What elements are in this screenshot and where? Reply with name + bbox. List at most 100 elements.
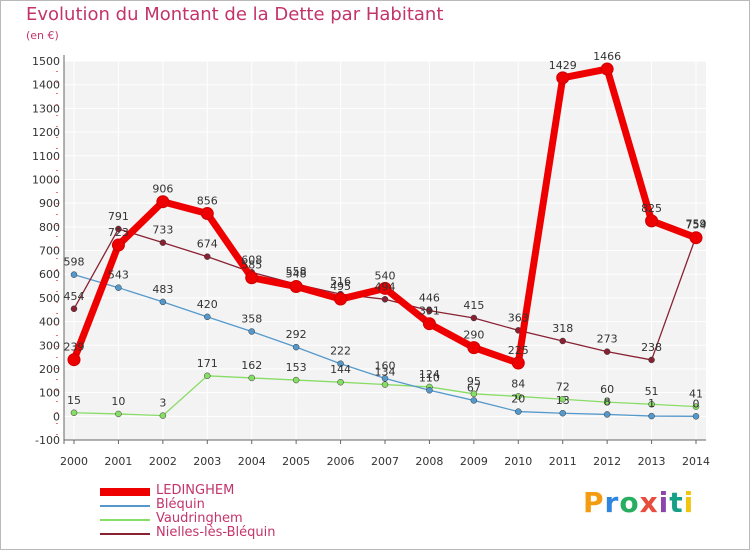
data-point xyxy=(511,356,525,370)
y-tick-label: 200 xyxy=(39,363,60,376)
data-point xyxy=(334,292,348,306)
logo-letter: P xyxy=(583,486,605,519)
data-point xyxy=(689,231,703,245)
data-label: 585 xyxy=(241,259,262,272)
data-label: 153 xyxy=(286,361,307,374)
data-point xyxy=(248,374,255,382)
data-label: 483 xyxy=(152,283,173,296)
data-label: 95 xyxy=(467,375,481,388)
data-point xyxy=(381,381,389,388)
x-tick-label: 2012 xyxy=(593,455,621,468)
data-label: 134 xyxy=(375,366,396,379)
y-tick-label: -100 xyxy=(35,434,60,447)
y-tick-label: 800 xyxy=(39,221,60,234)
y-tick-label: 100 xyxy=(39,387,60,400)
logo-letter: x xyxy=(639,486,659,519)
data-point xyxy=(422,317,436,331)
x-tick-label: 2014 xyxy=(682,455,710,468)
data-label: 1466 xyxy=(593,50,621,63)
data-label: 415 xyxy=(463,299,484,312)
data-point xyxy=(70,271,78,278)
data-label: 454 xyxy=(64,290,85,303)
logo-letter: i xyxy=(683,486,695,519)
data-point xyxy=(556,71,570,85)
data-point xyxy=(115,284,122,291)
data-label: 446 xyxy=(419,292,440,305)
y-tick-label: 1200 xyxy=(32,126,60,139)
data-label: 540 xyxy=(375,269,396,282)
data-label: 791 xyxy=(108,210,129,223)
data-point xyxy=(292,343,300,351)
data-point xyxy=(470,390,478,398)
data-label: 391 xyxy=(419,305,440,318)
data-label: 318 xyxy=(552,322,573,335)
x-tick-label: 2005 xyxy=(282,455,310,468)
data-label: 1 xyxy=(648,397,655,410)
data-label: 239 xyxy=(64,341,85,354)
data-point xyxy=(467,341,481,355)
data-point xyxy=(67,353,81,367)
data-point xyxy=(204,313,211,321)
data-point xyxy=(603,348,611,355)
legend-label: LEDINGHEM xyxy=(156,483,235,498)
data-point xyxy=(692,413,700,420)
data-point xyxy=(603,398,611,406)
data-label: 754 xyxy=(686,219,707,232)
data-point xyxy=(115,410,122,418)
x-tick-label: 2003 xyxy=(193,455,221,468)
y-tick-label: 0 xyxy=(53,410,60,423)
data-label: 723 xyxy=(108,226,129,239)
data-label: 110 xyxy=(419,371,440,384)
data-point xyxy=(426,387,433,394)
data-point xyxy=(648,400,655,408)
x-tick-label: 2001 xyxy=(104,455,132,468)
data-point xyxy=(470,314,478,322)
data-point xyxy=(115,225,122,233)
x-tick-label: 2009 xyxy=(460,455,488,468)
y-tick-label: 1300 xyxy=(32,102,60,115)
y-tick-label: 1000 xyxy=(32,173,60,186)
data-label: 20 xyxy=(511,393,525,406)
x-tick-label: 2008 xyxy=(415,455,443,468)
data-label: 171 xyxy=(197,357,218,370)
data-point xyxy=(515,408,522,415)
data-point xyxy=(204,372,211,380)
data-point xyxy=(337,360,344,367)
data-label: 516 xyxy=(330,275,351,288)
data-label: 273 xyxy=(597,333,618,346)
y-tick-label: 700 xyxy=(39,245,60,258)
logo-letter: r xyxy=(604,486,620,519)
data-label: 10 xyxy=(111,395,125,408)
data-label: 124 xyxy=(419,368,440,381)
data-label: 494 xyxy=(375,280,396,293)
data-label: 238 xyxy=(641,341,662,354)
x-tick-label: 2010 xyxy=(504,455,532,468)
y-tick-label: 1500 xyxy=(32,55,60,68)
data-point xyxy=(559,409,566,417)
data-point xyxy=(378,281,392,295)
data-label: 0 xyxy=(693,397,700,410)
logo-letter: i xyxy=(658,486,670,519)
x-tick-label: 2004 xyxy=(238,455,266,468)
data-point xyxy=(648,412,655,420)
data-label: 548 xyxy=(286,268,307,281)
data-label: 759 xyxy=(686,218,707,231)
data-label: 8 xyxy=(604,395,611,408)
data-label: 162 xyxy=(241,359,262,372)
legend-label: Nielles-lès-Bléquin xyxy=(156,525,276,540)
legend-label: Bléquin xyxy=(156,497,205,512)
data-point xyxy=(645,214,659,228)
data-label: 3 xyxy=(159,397,166,410)
data-label: 558 xyxy=(286,265,307,278)
data-point xyxy=(70,409,78,417)
x-tick-label: 2002 xyxy=(149,455,177,468)
y-tick-label: 300 xyxy=(39,339,60,352)
data-label: 1429 xyxy=(549,59,577,72)
legend-swatch xyxy=(100,519,150,521)
data-point xyxy=(692,403,700,410)
data-label: 72 xyxy=(556,380,570,393)
data-point xyxy=(470,397,478,404)
data-point xyxy=(381,296,389,303)
data-point xyxy=(111,238,125,252)
proxiti-logo: Proxiti xyxy=(583,486,694,519)
